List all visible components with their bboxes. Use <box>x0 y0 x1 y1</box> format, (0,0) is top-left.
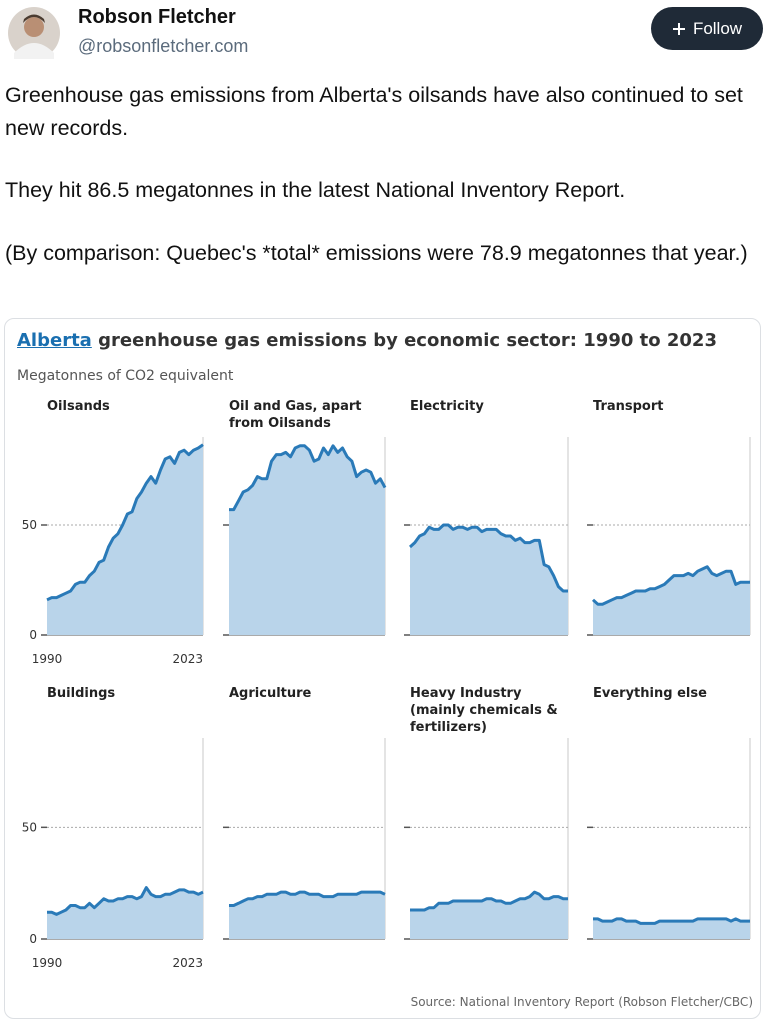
author-name[interactable]: Robson Fletcher <box>78 6 236 28</box>
x-tick-label: 2023 <box>172 956 203 970</box>
area <box>229 445 385 635</box>
y-tick-label: 50 <box>22 518 37 532</box>
follow-button[interactable]: Follow <box>651 7 763 50</box>
x-tick-label: 1990 <box>32 652 63 666</box>
author-handle[interactable]: @robsonfletcher.com <box>78 36 249 56</box>
area <box>229 892 385 939</box>
x-tick-label: 2023 <box>172 652 203 666</box>
figure-subtitle: Megatonnes of CO2 equivalent <box>17 368 234 384</box>
panel-title: Buildings <box>47 686 116 701</box>
line <box>229 444 387 512</box>
line <box>408 523 568 593</box>
area <box>47 887 203 939</box>
x-tick-label: 1990 <box>32 956 63 970</box>
y-tick-label: 0 <box>29 932 37 946</box>
title-link[interactable]: Alberta <box>17 330 92 351</box>
figure-title: Alberta greenhouse gas emissions by econ… <box>17 330 717 351</box>
line <box>229 890 386 907</box>
y-tick-label: 0 <box>29 628 37 642</box>
panel-title: Electricity <box>410 399 484 414</box>
line <box>46 443 204 602</box>
area <box>410 525 568 635</box>
panel-title: Heavy Industry (mainly chemicals & ferti… <box>410 686 558 735</box>
chart-card <box>4 318 761 1019</box>
area <box>593 566 750 635</box>
title-text: greenhouse gas emissions by economic sec… <box>98 330 717 351</box>
avatar[interactable] <box>8 7 60 59</box>
panel-title: Oilsands <box>47 399 110 414</box>
figure-source: Source: National Inventory Report (Robso… <box>410 995 753 1009</box>
post-text: They hit 86.5 megatonnes in the latest N… <box>5 178 626 202</box>
line <box>591 565 750 606</box>
y-tick-label: 50 <box>22 820 37 834</box>
post-text: Greenhouse gas emissions from Alberta's … <box>5 83 743 140</box>
panel-title: Everything else <box>593 686 707 701</box>
line <box>593 917 750 925</box>
area <box>47 444 203 635</box>
line <box>47 886 204 916</box>
post-text: (By comparison: Quebec's *total* emissio… <box>5 241 748 265</box>
line <box>410 890 568 912</box>
follow-label[interactable]: Follow <box>692 18 743 38</box>
panel-title: Transport <box>593 399 664 414</box>
panel-title: Agriculture <box>229 686 312 701</box>
panel-title: Oil and Gas, apart from Oilsands <box>229 399 362 431</box>
area <box>593 918 750 939</box>
plus-icon <box>672 22 685 35</box>
